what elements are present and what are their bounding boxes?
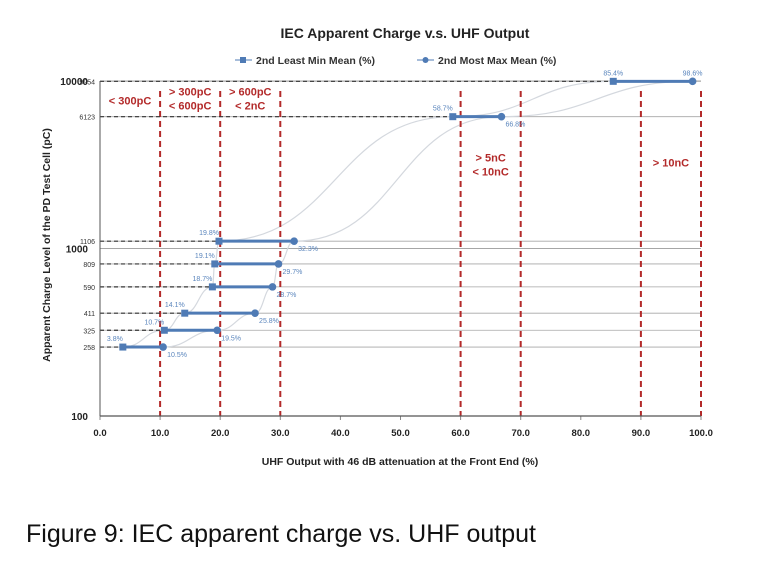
x-tick-label: 70.0 [511,428,530,439]
legend: 2nd Least Min Mean (%) 2nd Most Max Mean… [235,55,556,67]
min-mean-point [215,237,223,245]
x-tick-label: 80.0 [572,428,591,439]
legend-marker-max [422,57,429,63]
max-mean-label: 66.8% [505,122,525,129]
max-mean-label: 28.7% [276,292,296,299]
max-mean-point [497,112,506,121]
x-tick-label: 60.0 [451,428,470,439]
x-tick-label: 90.0 [632,428,651,439]
x-tick-label: 30.0 [271,428,290,439]
min-mean-point [609,77,617,85]
max-mean-label: 25.8% [259,318,279,325]
min-mean-label: 19.8% [199,230,219,237]
min-mean-point [181,309,189,317]
level-tick-label: 9954 [79,79,95,86]
max-mean-point [251,309,259,317]
min-mean-label: 58.7% [433,106,453,113]
x-tick-label: 10.0 [151,428,170,439]
x-tick-label: 50.0 [391,428,410,439]
min-mean-label: 18.7% [193,276,213,283]
y-tick-label: 100 [71,412,88,423]
x-axis-label: UHF Output with 46 dB attenuation at the… [262,456,538,468]
level-tick-label: 325 [83,328,95,335]
y-tick-label: 1000 [66,245,89,256]
y-axis-label: Apparent Charge Level of the PD Test Cel… [41,128,53,362]
legend-marker-min [240,57,246,63]
max-mean-point [268,283,277,291]
min-mean-point [449,113,457,121]
level-tick-label: 590 [83,285,95,292]
chart-title: IEC Apparent Charge v.s. UHF Output [281,25,530,41]
min-mean-label: 19.1% [195,253,215,260]
legend-label-min: 2nd Least Min Mean (%) [256,55,375,67]
max-mean-label: 19.5% [221,335,241,342]
plot-area: 3.8% 10.5% 10.7% 19.5% 14.1% 25.8% 18.7% 28.7% 1… [60,70,713,439]
min-mean-point [208,283,216,291]
max-mean-label: 29.7% [282,269,302,276]
min-mean-label: 10.7% [144,319,164,326]
min-mean-point [211,260,219,268]
trend-curve-max [163,80,693,348]
min-mean-label: 85.4% [603,70,623,77]
max-mean-point [213,326,221,335]
x-tick-label: 0.0 [93,428,106,439]
min-mean-label: 14.1% [165,302,185,309]
figure-caption: Figure 9: IEC apparent charge vs. UHF ou… [26,520,536,548]
min-mean-label: 3.8% [107,336,123,343]
zone-label: > 5nC [476,153,506,165]
max-mean-point [688,77,697,86]
chart: IEC Apparent Charge v.s. UHF Output 2nd … [41,25,713,468]
level-tick-label: 6123 [79,115,95,122]
zone-label: > 300pC [169,86,212,98]
zone-label: > 10nC [653,158,689,170]
x-tick-label: 20.0 [211,428,230,439]
trend-curve-min [122,80,614,348]
x-tick-label: 100.0 [689,428,713,439]
x-tick-label: 40.0 [331,428,350,439]
max-mean-label: 98.6% [683,70,703,77]
level-tick-label: 258 [83,345,95,352]
min-mean-point [119,343,127,351]
level-tick-label: 1106 [80,239,95,246]
zone-label: < 300pC [109,96,152,108]
level-tick-label: 411 [84,311,95,318]
min-mean-point [160,326,168,334]
zone-label: > 600pC [229,86,272,98]
max-mean-label: 10.5% [167,352,187,359]
zone-label: < 2nC [235,100,265,112]
zone-label: < 10nC [472,167,508,179]
zone-label: < 600pC [169,100,212,112]
max-mean-point [159,343,167,351]
max-mean-label: 32.3% [298,246,318,253]
max-mean-point [274,260,283,268]
y-tick-label: 10000 [60,77,88,88]
legend-label-max: 2nd Most Max Mean (%) [438,55,556,67]
max-mean-point [290,237,298,245]
level-tick-label: 809 [83,262,95,269]
